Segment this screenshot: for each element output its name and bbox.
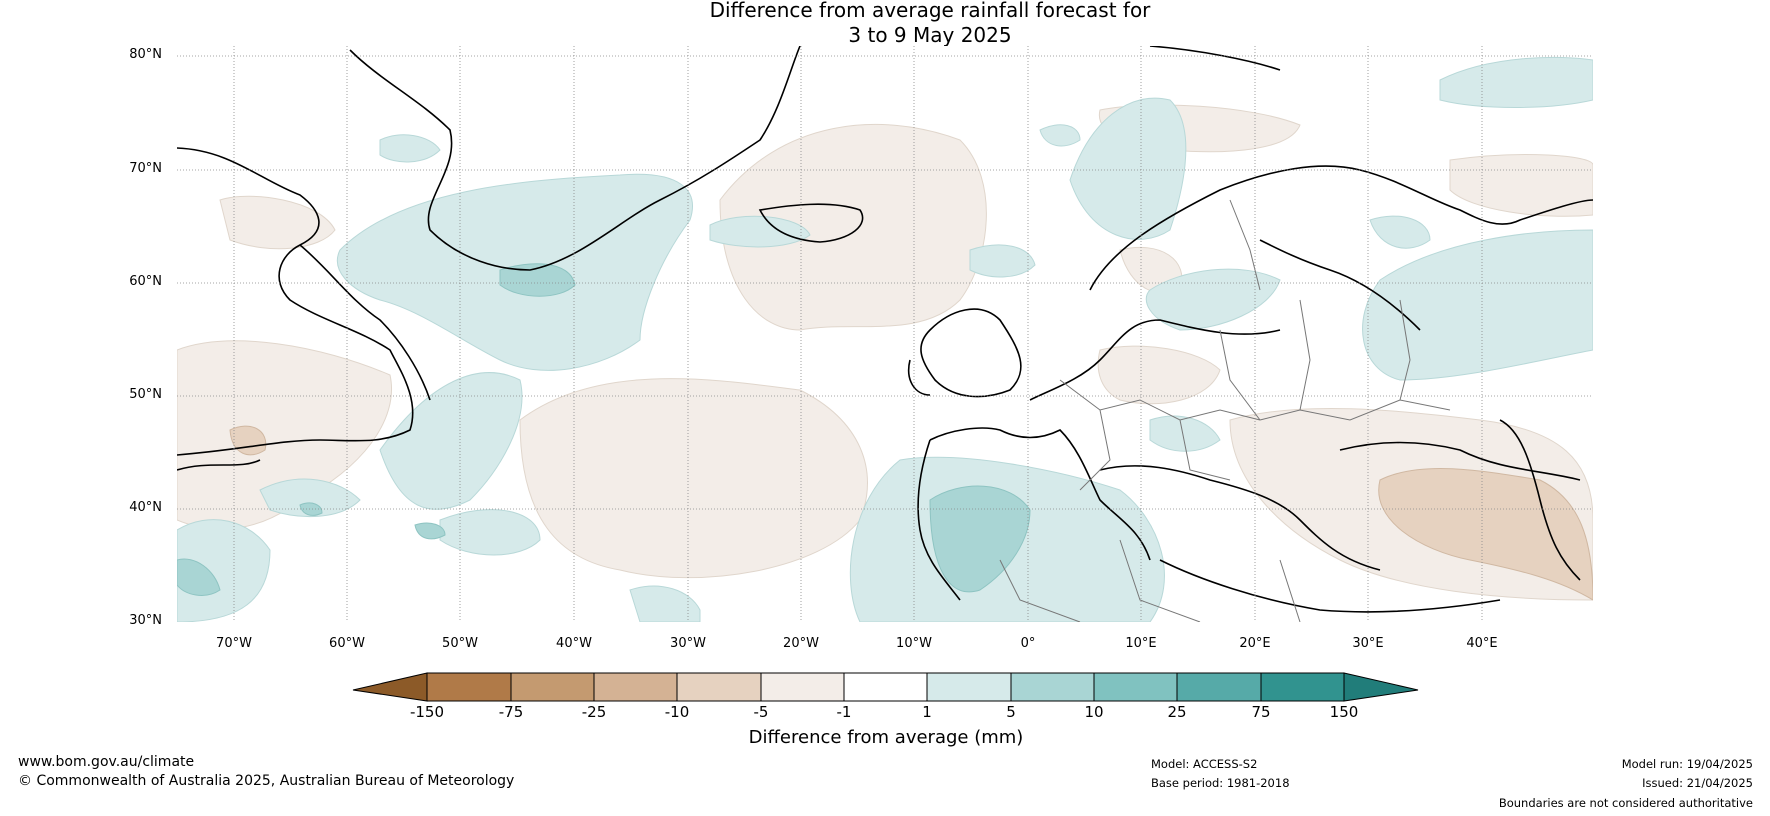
graticule — [177, 46, 1593, 622]
colorbar-tick: -5 — [753, 703, 769, 721]
model-run-text: Model run: 19/04/2025 — [1621, 757, 1753, 771]
colorbar-tick: 10 — [1084, 703, 1104, 721]
lon-label: 20°W — [783, 636, 819, 651]
colorbar-bin — [926, 672, 1012, 702]
lon-label: 30°W — [670, 636, 706, 651]
colorbar — [352, 672, 1419, 702]
colorbar-extend-high — [1343, 672, 1419, 702]
copyright-text: © Commonwealth of Australia 2025, Austra… — [18, 773, 515, 789]
colorbar-bin — [843, 672, 928, 702]
lon-label: 0° — [1020, 636, 1036, 651]
lon-label: 60°W — [329, 636, 365, 651]
lon-label: 40°E — [1466, 636, 1498, 651]
iberia-med-coast — [929, 427, 1151, 561]
colorbar-tick: -25 — [581, 703, 607, 721]
colorbar-extend-low — [352, 672, 428, 702]
coastlines — [177, 46, 1593, 613]
title-line2: 3 to 9 May 2025 — [848, 23, 1012, 47]
lon-label: 10°E — [1125, 636, 1157, 651]
colorbar-title: Difference from average (mm) — [748, 727, 1024, 748]
lat-label: 50°N — [129, 387, 162, 402]
north-america-coast — [177, 147, 414, 456]
website-link[interactable]: www.bom.gov.au/climate — [18, 754, 195, 770]
colorbar-bin — [510, 672, 595, 702]
country-borders — [999, 199, 1451, 622]
colorbar-bin — [760, 672, 845, 702]
lon-label: 10°W — [896, 636, 932, 651]
scandinavia-coast — [1089, 165, 1593, 291]
colorbar-bin — [426, 672, 512, 702]
above-average-strong — [177, 263, 1031, 596]
colorbar-tick: -1 — [836, 703, 852, 721]
disclaimer-text: Boundaries are not considered authoritat… — [1498, 796, 1753, 810]
colorbar-tick: 5 — [1006, 703, 1016, 721]
title-line1: Difference from average rainfall forecas… — [709, 0, 1151, 22]
colorbar-bin — [1093, 672, 1178, 702]
base-period-text: Base period: 1981-2018 — [1151, 776, 1290, 790]
lat-label: 60°N — [129, 274, 162, 289]
model-text: Model: ACCESS-S2 — [1151, 757, 1258, 771]
lon-label: 40°W — [556, 636, 592, 651]
africa-north-coast — [1159, 559, 1501, 613]
caspian-coast — [1499, 419, 1581, 581]
lat-label: 40°N — [129, 500, 162, 515]
greenland-coast — [349, 46, 801, 271]
colorbar-bin — [593, 672, 678, 702]
colorbar-bin — [1010, 672, 1095, 702]
colorbar-tick: -75 — [498, 703, 524, 721]
colorbar-tick: -150 — [409, 703, 445, 721]
colorbar-tick: -10 — [664, 703, 690, 721]
map-area — [177, 46, 1593, 622]
black-sea-coast — [1339, 441, 1581, 481]
colorbar-tick: 150 — [1329, 703, 1359, 721]
below-average-strong — [229, 425, 1593, 601]
colorbar-bin — [676, 672, 762, 702]
colorbar-bin — [1260, 672, 1345, 702]
lon-label: 20°E — [1239, 636, 1271, 651]
lat-label: 70°N — [129, 161, 162, 176]
issued-text: Issued: 21/04/2025 — [1642, 776, 1753, 790]
med-north-coast — [1099, 465, 1381, 571]
map-title: Difference from average rainfall forecas… — [0, 0, 1770, 48]
lon-label: 30°E — [1352, 636, 1384, 651]
colorbar-tick: 25 — [1167, 703, 1187, 721]
british-isles-coast — [920, 308, 1022, 398]
lon-label: 50°W — [442, 636, 478, 651]
lon-label: 70°W — [216, 636, 252, 651]
colorbar-tick: 75 — [1251, 703, 1271, 721]
lat-label: 30°N — [129, 613, 162, 628]
colorbar-tick: 1 — [922, 703, 932, 721]
lat-label: 80°N — [129, 47, 162, 62]
europe-north-coast — [1029, 319, 1281, 401]
iceland-coast — [758, 203, 864, 243]
colorbar-bin — [1176, 672, 1262, 702]
svalbard-coast — [1149, 46, 1281, 71]
